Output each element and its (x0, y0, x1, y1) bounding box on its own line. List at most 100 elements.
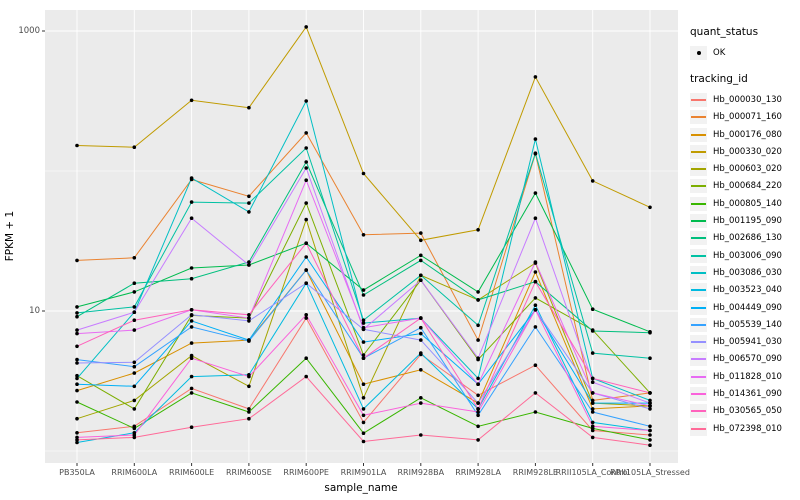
legend-item-Hb_004449_090[interactable]: Hb_004449_090 (690, 299, 798, 316)
data-point-Hb_003086_030-RRIM928LA[interactable] (476, 376, 480, 381)
data-point-Hb_011828_010-RRIM600PE[interactable] (304, 178, 309, 182)
legend-item-Hb_000805_140[interactable]: Hb_000805_140 (690, 195, 798, 212)
data-point-Hb_000071_160-RRIM600SE[interactable] (247, 194, 251, 199)
data-point-Hb_005539_140-RRII105LA_Control[interactable] (590, 410, 595, 414)
data-point-Hb_000805_140-RRIM901LA[interactable] (361, 431, 366, 436)
data-point-Hb_005941_030-RRIM600LE[interactable] (189, 313, 194, 317)
legend-item-Hb_003086_030[interactable]: Hb_003086_030 (690, 264, 798, 281)
data-point-Hb_011828_010-RRIM600SE[interactable] (247, 316, 251, 320)
data-point-Hb_005941_030-RRII105LA_Stressed[interactable] (648, 407, 652, 411)
data-point-Hb_005539_140-RRIM928LA[interactable] (476, 413, 480, 418)
data-point-Hb_005941_030-RRIM600SE[interactable] (247, 319, 251, 323)
data-point-Hb_000330_020-PB350LA[interactable] (75, 143, 79, 148)
data-point-Hb_000071_160-RRII105LA_Control[interactable] (590, 398, 595, 403)
data-point-Hb_004449_090-RRIM600PE[interactable] (304, 255, 309, 259)
data-point-Hb_030565_050-RRIM928BA[interactable] (419, 316, 423, 320)
data-point-Hb_002686_130-RRIM600PE[interactable] (304, 160, 309, 164)
data-point-Hb_030565_050-RRII105LA_Control[interactable] (590, 376, 595, 381)
data-point-Hb_030565_050-RRIM600LA[interactable] (132, 318, 137, 323)
data-point-Hb_000030_130-RRIM600LE[interactable] (189, 386, 194, 391)
data-point-Hb_000071_160-RRIM600LA[interactable] (132, 255, 137, 260)
data-point-Hb_000805_140-RRIM600LA[interactable] (132, 426, 137, 431)
data-point-Hb_005539_140-RRII105LA_Stressed[interactable] (648, 424, 652, 429)
legend-item-Hb_011828_010[interactable]: Hb_011828_010 (690, 368, 798, 385)
legend-item-Hb_001195_090[interactable]: Hb_001195_090 (690, 212, 798, 229)
data-point-Hb_072398_010-RRII105LA_Stressed[interactable] (648, 443, 652, 448)
data-point-Hb_000071_160-RRIM600PE[interactable] (304, 131, 309, 135)
data-point-Hb_000030_130-RRIM928LE[interactable] (533, 363, 538, 368)
data-point-Hb_072398_010-RRII105LA_Control[interactable] (590, 435, 595, 440)
data-point-Hb_006570_090-RRIM928LA[interactable] (476, 356, 480, 361)
data-point-Hb_000603_020-RRIM600PE[interactable] (304, 217, 309, 222)
data-point-Hb_003006_090-PB350LA[interactable] (75, 311, 79, 315)
data-point-Hb_006570_090-RRIM600LA[interactable] (132, 310, 137, 315)
data-point-Hb_000684_220-RRIM600PE[interactable] (304, 201, 309, 205)
data-point-Hb_000176_080-RRIM600LE[interactable] (189, 341, 194, 345)
data-point-Hb_005941_030-RRIM600LA[interactable] (132, 360, 137, 365)
data-point-Hb_000330_020-RRIM600PE[interactable] (304, 25, 309, 29)
data-point-Hb_006570_090-RRIM600SE[interactable] (247, 263, 251, 267)
legend-item-Hb_072398_010[interactable]: Hb_072398_010 (690, 420, 798, 437)
data-point-Hb_030565_050-RRII105LA_Stressed[interactable] (648, 391, 652, 395)
data-point-Hb_003006_090-RRII105LA_Control[interactable] (590, 351, 595, 355)
legend-item-ok[interactable]: OK (690, 44, 798, 61)
data-point-Hb_000176_080-RRIM928BA[interactable] (419, 368, 423, 372)
data-point-Hb_000330_020-RRIM901LA[interactable] (361, 171, 366, 176)
data-point-Hb_006570_090-RRIM600LE[interactable] (189, 216, 194, 220)
data-point-Hb_005941_030-RRIM928BA[interactable] (419, 338, 423, 342)
data-point-Hb_003006_090-RRIM600PE[interactable] (304, 146, 309, 150)
data-point-Hb_003086_030-RRII105LA_Stressed[interactable] (648, 398, 652, 403)
data-point-Hb_001195_090-RRIM600LE[interactable] (189, 266, 194, 270)
data-point-Hb_002686_130-RRIM928LA[interactable] (476, 298, 480, 302)
data-point-Hb_000603_020-RRIM901LA[interactable] (361, 396, 366, 400)
data-point-Hb_003086_030-PB350LA[interactable] (75, 376, 79, 381)
legend-item-Hb_006570_090[interactable]: Hb_006570_090 (690, 351, 798, 368)
data-point-Hb_000030_130-PB350LA[interactable] (75, 431, 79, 435)
data-point-Hb_005539_140-RRIM600SE[interactable] (247, 339, 251, 343)
data-point-Hb_005941_030-PB350LA[interactable] (75, 361, 79, 365)
data-point-Hb_000805_140-PB350LA[interactable] (75, 400, 79, 404)
data-point-Hb_000684_220-PB350LA[interactable] (75, 373, 79, 378)
data-point-Hb_006570_090-RRII105LA_Control[interactable] (590, 380, 595, 385)
data-point-Hb_014361_090-RRIM928LE[interactable] (533, 308, 538, 312)
data-point-Hb_001195_090-RRIM928BA[interactable] (419, 253, 423, 258)
data-point-Hb_006570_090-RRIM600PE[interactable] (304, 166, 309, 170)
legend-item-Hb_005539_140[interactable]: Hb_005539_140 (690, 316, 798, 333)
legend-item-Hb_014361_090[interactable]: Hb_014361_090 (690, 385, 798, 402)
data-point-Hb_002686_130-RRIM928BA[interactable] (419, 258, 423, 263)
data-point-Hb_003006_090-RRIM928LA[interactable] (476, 323, 480, 328)
legend-item-Hb_030565_050[interactable]: Hb_030565_050 (690, 403, 798, 420)
data-point-Hb_001195_090-RRIM600LA[interactable] (132, 290, 137, 294)
data-point-Hb_072398_010-RRIM928BA[interactable] (419, 433, 423, 437)
legend-item-Hb_003006_090[interactable]: Hb_003006_090 (690, 247, 798, 264)
data-point-Hb_000030_130-RRIM600PE[interactable] (304, 316, 309, 320)
data-point-Hb_006570_090-RRIM928LE[interactable] (533, 216, 538, 220)
legend-item-Hb_005941_030[interactable]: Hb_005941_030 (690, 333, 798, 350)
data-point-Hb_000603_020-PB350LA[interactable] (75, 416, 79, 421)
data-point-Hb_003523_040-PB350LA[interactable] (75, 440, 79, 445)
data-point-Hb_001195_090-RRII105LA_Control[interactable] (590, 307, 595, 312)
data-point-Hb_002686_130-RRIM901LA[interactable] (361, 293, 366, 297)
data-point-Hb_000176_080-RRIM928LE[interactable] (533, 270, 538, 274)
data-point-Hb_072398_010-PB350LA[interactable] (75, 438, 79, 442)
data-point-Hb_000030_130-RRIM928LA[interactable] (476, 393, 480, 398)
data-point-Hb_003006_090-RRIM600SE[interactable] (247, 201, 251, 205)
data-point-Hb_003006_090-RRIM928BA[interactable] (419, 273, 423, 278)
data-point-Hb_006570_090-RRIM928BA[interactable] (419, 278, 423, 283)
data-point-Hb_030565_050-PB350LA[interactable] (75, 344, 79, 349)
data-point-Hb_004449_090-PB350LA[interactable] (75, 382, 79, 387)
data-point-Hb_072398_010-RRIM600PE[interactable] (304, 374, 309, 379)
data-point-Hb_003086_030-RRIM901LA[interactable] (361, 321, 366, 325)
data-point-Hb_072398_010-RRIM600SE[interactable] (247, 416, 251, 421)
data-point-Hb_030565_050-RRIM928LA[interactable] (476, 407, 480, 411)
data-point-Hb_000071_160-RRIM928LA[interactable] (476, 338, 480, 342)
data-point-Hb_003523_040-RRIM600LE[interactable] (189, 374, 194, 379)
data-point-Hb_002686_130-RRIM600SE[interactable] (247, 260, 251, 264)
data-point-Hb_003086_030-RRIM600PE[interactable] (304, 99, 309, 103)
data-point-Hb_004449_090-RRIM901LA[interactable] (361, 340, 366, 344)
data-point-Hb_000805_140-RRIM928BA[interactable] (419, 396, 423, 400)
data-point-Hb_002686_130-PB350LA[interactable] (75, 314, 79, 319)
data-point-Hb_002686_130-RRII105LA_Stressed[interactable] (648, 330, 652, 335)
data-point-Hb_000330_020-RRIM928LE[interactable] (533, 75, 538, 79)
data-point-Hb_003523_040-RRII105LA_Control[interactable] (590, 420, 595, 425)
